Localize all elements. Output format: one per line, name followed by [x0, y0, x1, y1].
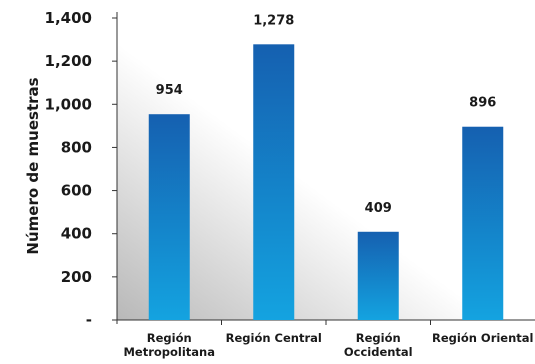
y-tick-label: 1,200: [45, 52, 92, 70]
data-label: 409: [365, 201, 392, 216]
x-tick-label: Occidental: [344, 345, 413, 359]
bar: [253, 44, 295, 321]
y-tick-labels: - 200 400 600 800 1,000 1,200 1,400: [45, 9, 117, 329]
bars: [148, 44, 504, 321]
data-label: 896: [469, 96, 496, 111]
x-tick-label: Región Central: [226, 331, 322, 345]
data-label: 1,278: [253, 13, 294, 28]
bar: [148, 114, 190, 320]
x-tick-label: Región Oriental: [432, 331, 534, 345]
y-tick-label: 1,000: [45, 95, 92, 113]
y-tick-label: 800: [61, 138, 92, 156]
bar: [357, 231, 399, 320]
bar: [462, 126, 504, 320]
data-labels: 954 1,278 409 896: [156, 13, 497, 215]
y-tick-label: -: [86, 311, 92, 329]
x-tick-label: Región: [147, 331, 192, 345]
data-label: 954: [156, 83, 183, 98]
y-tick-label: 200: [61, 268, 92, 286]
y-tick-label: 1,400: [45, 9, 92, 27]
y-tick-label: 600: [61, 182, 92, 200]
x-tick-label: Región: [356, 331, 401, 345]
x-tick-label: Metropolitana: [123, 345, 215, 359]
y-axis-label: Número de muestras: [24, 77, 42, 254]
y-tick-label: 400: [61, 225, 92, 243]
